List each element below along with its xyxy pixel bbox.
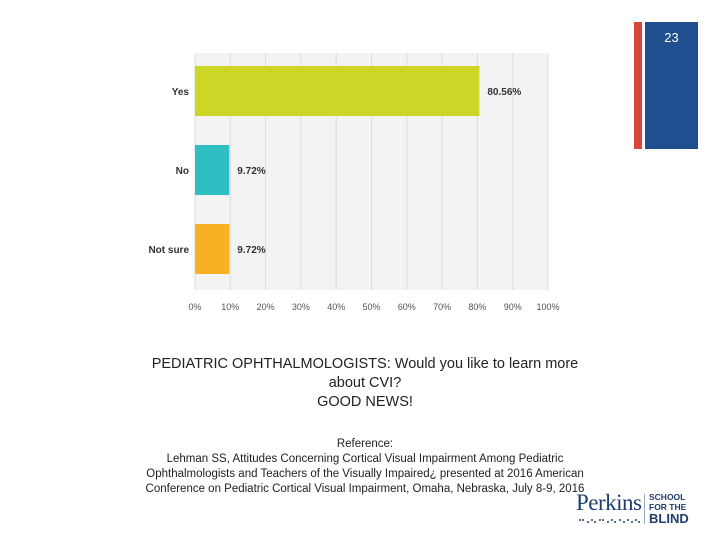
- bar: [195, 66, 480, 116]
- headline-line-2: about CVI?: [328, 375, 402, 391]
- bar: [195, 145, 230, 195]
- slide-number: 23: [664, 30, 679, 45]
- bar-chart: 0% 10% 20% 30% 40% 50% 60% 70% 80% 90% 100% Yes 80.5…: [148, 53, 560, 312]
- headline-line-1: PEDIATRIC OPHTHALMOLOGISTS: Would you li…: [151, 356, 579, 372]
- logo-school-line-2: FOR THE: [649, 502, 687, 512]
- category-label: Not sure: [148, 245, 189, 256]
- reference-line-1: Lehman SS, Attitudes Concerning Cortical…: [166, 453, 564, 465]
- x-tick-label: 70%: [433, 302, 451, 312]
- reference-block: Reference: Lehman SS, Attitudes Concerni…: [100, 437, 630, 497]
- category-label: No: [176, 166, 189, 177]
- x-tick-label: 0%: [188, 302, 201, 312]
- data-label: 9.72%: [237, 245, 265, 256]
- accent-blue-bar: [645, 22, 698, 149]
- headline-line-3: GOOD NEWS!: [317, 394, 413, 410]
- accent-red-bar: [634, 22, 642, 149]
- x-tick-label: 10%: [221, 302, 239, 312]
- reference-line-2: Ophthalmologists and Teachers of the Vis…: [146, 468, 584, 480]
- logo-school-line-1: SCHOOL: [649, 492, 686, 502]
- logo-name: Perkins: [576, 490, 642, 515]
- category-label: Yes: [172, 87, 190, 98]
- x-tick-label: 30%: [292, 302, 310, 312]
- slide-headline: PEDIATRIC OPHTHALMOLOGISTS: Would you li…: [100, 355, 630, 412]
- perkins-logo: Perkins SCHOOL FOR THE BLIND: [576, 490, 694, 528]
- logo-school: SCHOOL FOR THE: [649, 492, 686, 512]
- x-tick-label: 80%: [468, 302, 486, 312]
- reference-heading: Reference:: [336, 438, 394, 450]
- x-tick-label: 40%: [327, 302, 345, 312]
- x-tick-label: 20%: [257, 302, 275, 312]
- x-tick-label: 50%: [362, 302, 380, 312]
- data-label: 9.72%: [237, 166, 265, 177]
- logo-blind: BLIND: [649, 511, 689, 526]
- braille-dots-icon: [579, 519, 640, 523]
- x-tick-label: 90%: [504, 302, 522, 312]
- data-label: 80.56%: [487, 87, 521, 98]
- logo-divider: [644, 494, 645, 524]
- x-tick-label: 60%: [398, 302, 416, 312]
- x-tick-label: 100%: [536, 302, 559, 312]
- bar: [195, 224, 230, 274]
- reference-line-3: Conference on Pediatric Cortical Visual …: [145, 483, 585, 495]
